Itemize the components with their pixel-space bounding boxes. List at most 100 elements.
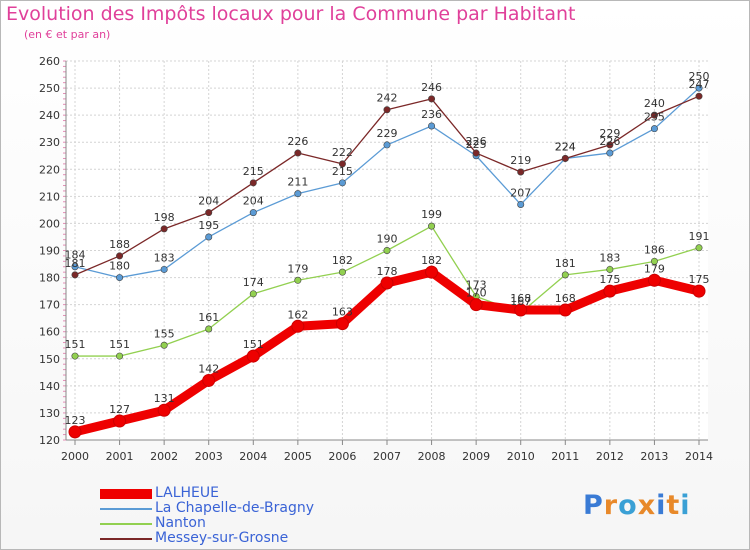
data-point: [294, 149, 302, 157]
data-point: [335, 317, 349, 331]
data-label: 199: [421, 208, 442, 221]
proxiti-logo: Proxiti: [583, 490, 691, 521]
data-point: [294, 276, 302, 284]
data-point: [249, 290, 257, 298]
data-label: 174: [243, 276, 264, 289]
data-point: [425, 265, 439, 279]
data-point: [650, 125, 658, 133]
data-label: 229: [599, 127, 620, 140]
legend-swatch: [100, 489, 152, 499]
data-label: 235: [644, 111, 665, 124]
legend-label: LALHEUE: [155, 485, 219, 501]
data-label: 226: [599, 135, 620, 148]
data-point: [650, 257, 658, 265]
data-label: 175: [599, 273, 620, 286]
logo-letter: x: [637, 490, 657, 521]
data-label: 168: [555, 292, 576, 305]
data-label: 151: [243, 338, 264, 351]
x-tick-label: 2005: [284, 450, 312, 463]
y-tick-label: 230: [39, 136, 60, 149]
data-label: 183: [599, 251, 620, 264]
data-label: 195: [198, 219, 219, 232]
data-point: [291, 319, 305, 333]
data-label: 215: [243, 165, 264, 178]
y-tick-label: 180: [39, 272, 60, 285]
data-label: 127: [109, 403, 130, 416]
logo-letter: P: [583, 490, 604, 521]
x-tick-label: 2013: [640, 450, 668, 463]
data-label: 247: [689, 78, 710, 91]
y-tick-label: 150: [39, 353, 60, 366]
x-tick-label: 2010: [507, 450, 535, 463]
y-tick-label: 220: [39, 163, 60, 176]
legend-swatch: [100, 523, 152, 525]
legend-label: Nanton: [155, 515, 206, 531]
data-point: [249, 209, 257, 217]
logo-letter: i: [680, 490, 691, 521]
data-point: [647, 273, 661, 287]
y-tick-label: 260: [39, 55, 60, 68]
data-point: [606, 149, 614, 157]
data-point: [294, 190, 302, 198]
data-label: 204: [198, 195, 219, 208]
data-point: [160, 341, 168, 349]
data-point: [113, 414, 127, 428]
x-tick-label: 2002: [150, 450, 178, 463]
chart-title: Evolution des Impôts locaux pour la Comm…: [6, 3, 576, 25]
data-label: 179: [644, 262, 665, 275]
data-point: [205, 325, 213, 333]
data-point: [116, 274, 124, 282]
data-point: [695, 244, 703, 252]
data-point: [561, 154, 569, 162]
legend-label: La Chapelle-de-Bragny: [155, 500, 315, 516]
data-label: 181: [65, 257, 86, 270]
data-label: 142: [198, 362, 219, 375]
data-label: 222: [332, 146, 353, 159]
data-point: [205, 209, 213, 217]
x-tick-label: 2012: [596, 450, 624, 463]
y-tick-label: 160: [39, 326, 60, 339]
data-point: [472, 149, 480, 157]
data-label: 167: [510, 295, 531, 308]
logo-letter: o: [618, 490, 638, 521]
legend-swatch: [100, 538, 152, 540]
data-point: [517, 168, 525, 176]
x-tick-label: 2008: [418, 450, 446, 463]
data-label: 155: [154, 327, 175, 340]
data-point: [428, 122, 436, 130]
logo-letter: i: [656, 490, 667, 521]
data-point: [695, 92, 703, 100]
y-tick-label: 130: [39, 407, 60, 420]
x-tick-label: 2007: [373, 450, 401, 463]
data-label: 246: [421, 81, 442, 94]
data-point: [68, 425, 82, 439]
data-label: 229: [377, 127, 398, 140]
data-point: [428, 222, 436, 230]
data-label: 131: [154, 392, 175, 405]
data-label: 161: [198, 311, 219, 324]
data-point: [517, 200, 525, 208]
x-tick-label: 2014: [685, 450, 713, 463]
data-label: 182: [421, 254, 442, 267]
data-label: 175: [689, 273, 710, 286]
data-point: [116, 252, 124, 260]
data-point: [160, 225, 168, 233]
data-point: [249, 179, 257, 187]
data-point: [558, 303, 572, 317]
data-point: [338, 179, 346, 187]
chart-subtitle: (en € et par an): [24, 28, 111, 41]
data-point: [160, 265, 168, 273]
data-point: [383, 247, 391, 255]
data-point: [246, 349, 260, 363]
data-point: [205, 233, 213, 241]
data-point: [514, 303, 528, 317]
data-label: 180: [109, 260, 130, 273]
data-label: 226: [287, 135, 308, 148]
y-tick-label: 140: [39, 380, 60, 393]
data-label: 170: [466, 287, 487, 300]
x-tick-label: 2009: [462, 450, 490, 463]
data-point: [650, 111, 658, 119]
data-point: [695, 84, 703, 92]
data-point: [469, 298, 483, 312]
y-tick-label: 240: [39, 109, 60, 122]
